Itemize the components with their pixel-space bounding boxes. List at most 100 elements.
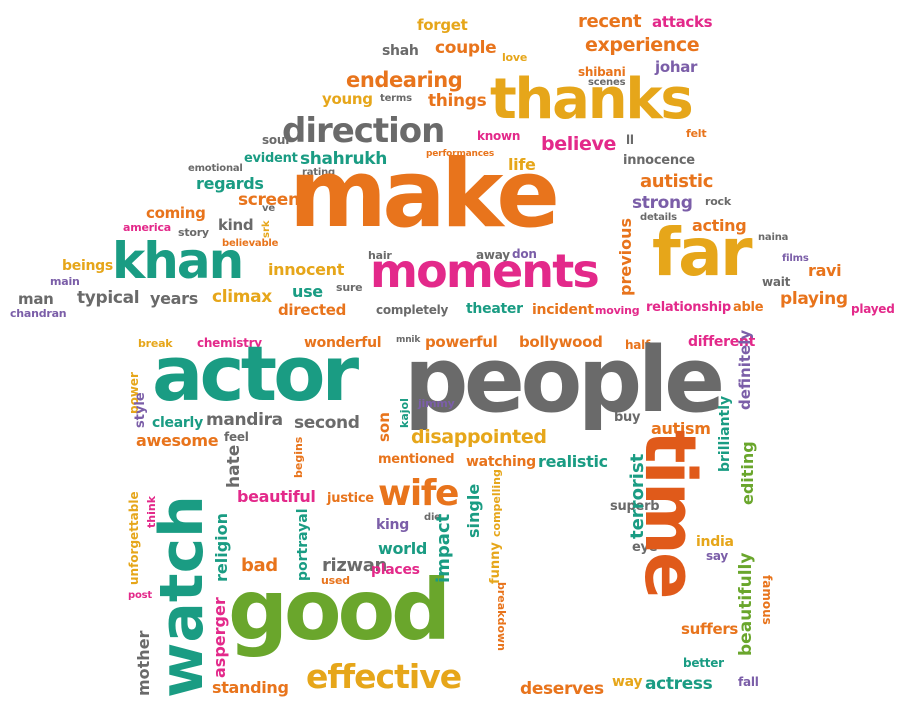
word-rizwan: rizwan — [322, 555, 387, 576]
word-sure: sure — [336, 281, 363, 294]
word-hate: hate — [224, 444, 244, 488]
word-post: post — [128, 590, 152, 601]
word-life: life — [508, 155, 536, 174]
word-deserves: deserves — [520, 679, 604, 699]
word-acting: acting — [692, 216, 747, 235]
word-innocence: innocence — [623, 153, 695, 168]
word-america: america — [123, 221, 171, 234]
word-bad: bad — [241, 555, 278, 576]
word-chemistry: chemistry — [197, 336, 262, 350]
word-screen: screen — [238, 190, 300, 210]
word-wonderful: wonderful — [304, 335, 382, 351]
word-actor: actor — [152, 329, 359, 418]
word-mandira: mandira — [206, 410, 283, 430]
word-love: love — [502, 51, 528, 64]
word-theater: theater — [466, 301, 523, 317]
word-asperger: asperger — [210, 597, 229, 678]
word-india: india — [696, 534, 734, 550]
word-coming: coming — [146, 204, 206, 222]
word-attacks: attacks — [652, 13, 713, 31]
word-recent: recent — [578, 11, 642, 32]
word-standing: standing — [212, 678, 289, 697]
word-performances: performances — [426, 149, 495, 159]
word-khan: khan — [112, 232, 244, 290]
word-main: main — [50, 275, 80, 288]
word-thanks: thanks — [490, 67, 694, 132]
word-kind: kind — [218, 216, 254, 234]
word-good: good — [228, 561, 451, 659]
word-shahrukh: shahrukh — [300, 149, 387, 169]
word-typical: typical — [77, 288, 140, 308]
word-films: films — [782, 253, 809, 264]
word-rock: rock — [705, 195, 731, 208]
word-realistic: realistic — [538, 452, 608, 471]
word-ll: ll — [626, 133, 634, 147]
word-strong: strong — [632, 193, 693, 213]
word-half: half — [625, 338, 651, 352]
word-previous: previous — [616, 217, 635, 296]
word-bollywood: bollywood — [519, 333, 603, 351]
word-kajol: kajol — [398, 398, 411, 428]
word-scenes: scenes — [588, 77, 626, 88]
word-away: away — [476, 248, 510, 262]
word-endearing: endearing — [346, 68, 463, 92]
word-terms: terms — [380, 93, 412, 104]
word-couple: couple — [435, 38, 497, 58]
word-superb: superb — [610, 499, 660, 514]
word-shah: shah — [382, 43, 419, 59]
word-emotional: emotional — [188, 163, 243, 174]
word-moments: moments — [370, 244, 600, 298]
word-completely: completely — [376, 303, 449, 317]
word-say: say — [706, 549, 728, 563]
word-breakdown: breakdown — [495, 582, 508, 651]
word-ravi: ravi — [808, 261, 842, 280]
word-years: years — [150, 289, 198, 308]
word-played: played — [851, 302, 895, 316]
word-unforgettable: unforgettable — [127, 491, 141, 585]
word-eye: eye — [632, 540, 658, 555]
word-things: things — [428, 91, 487, 111]
word-playing: playing — [780, 289, 848, 309]
word-beings: beings — [62, 258, 113, 274]
word-people: people — [404, 328, 725, 433]
word-die: die — [424, 512, 441, 523]
word-young: young — [322, 90, 373, 108]
word-begins: begins — [292, 436, 305, 478]
word-climax: climax — [212, 287, 272, 307]
word-portrayal: portrayal — [295, 508, 311, 581]
word-use: use — [292, 282, 323, 301]
word-single: single — [464, 483, 483, 538]
word-definitely: definitely — [736, 329, 754, 410]
word-direction: direction — [282, 111, 445, 151]
word-justice: justice — [327, 491, 374, 506]
word-moving: moving — [595, 304, 640, 317]
word-used: used — [321, 574, 350, 587]
word-watch: watch — [147, 495, 217, 698]
word-watching: watching — [466, 454, 536, 470]
word-break: break — [138, 337, 173, 350]
word-man: man — [18, 290, 54, 308]
word-far: far — [652, 214, 753, 291]
word-mother: mother — [134, 630, 153, 696]
word-suffers: suffers — [681, 620, 739, 638]
word-naina: naina — [758, 232, 789, 243]
word-famous: famous — [760, 575, 774, 625]
word-editing: editing — [738, 441, 757, 505]
word-srk: srk — [261, 220, 272, 238]
word-wait: wait — [762, 275, 791, 289]
word-beautifully: beautifully — [736, 552, 756, 656]
word-mentioned: mentioned — [378, 452, 455, 467]
word-compelling: compelling — [490, 469, 503, 537]
word-experience: experience — [585, 34, 700, 56]
word-actress: actress — [645, 674, 713, 694]
word-king: king — [376, 517, 409, 533]
word-autistic: autistic — [640, 171, 714, 192]
word-awesome: awesome — [136, 431, 219, 450]
word-disappointed: disappointed — [411, 426, 547, 448]
word-evident: evident — [244, 151, 298, 166]
word-hair: hair — [368, 249, 392, 262]
word-funny: funny — [488, 542, 503, 584]
word-incident: incident — [532, 302, 594, 318]
word-shibani: shibani — [578, 65, 626, 79]
